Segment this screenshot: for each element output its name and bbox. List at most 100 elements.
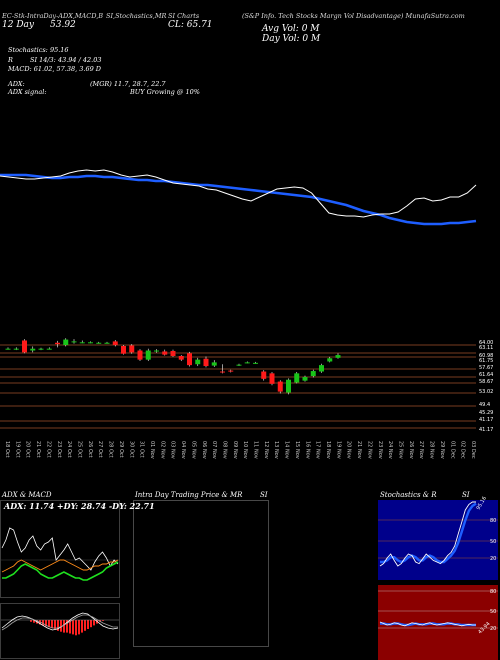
macd-histogram-bar <box>57 620 59 631</box>
x-axis-date-label: 05 Nov <box>190 441 196 459</box>
price-level-label: 49.4 <box>479 402 490 408</box>
x-axis-date-label: 18 Nov <box>325 441 331 459</box>
candle-body <box>178 356 184 360</box>
intraday-panel-frame <box>133 500 269 647</box>
price-level-label: 61.75 <box>479 358 493 364</box>
price-level-label: 61.64 <box>479 372 493 378</box>
stoch-level-label: 50 <box>490 539 496 545</box>
stochastic-k-line <box>379 501 476 567</box>
candle-body <box>195 359 201 365</box>
x-axis-date-label: 28 Nov <box>429 441 435 459</box>
x-axis-date-label: 22 Oct <box>45 441 51 458</box>
header-charts-label: SI Charts <box>168 12 200 20</box>
candle-body <box>79 342 85 344</box>
x-axis-date-label: 26 Nov <box>408 441 414 459</box>
close-value: CL: 65.71 <box>168 20 213 30</box>
candle-body <box>30 348 36 351</box>
candle-body <box>88 342 93 344</box>
r-label: R <box>8 56 13 64</box>
macd-histogram-bar <box>75 620 77 636</box>
macd-signal-line <box>1 614 118 631</box>
macd-histogram-bar <box>87 620 89 629</box>
macd-histogram-bar <box>66 620 68 633</box>
x-axis-date-label: 02 Nov <box>159 441 165 459</box>
macd-histogram-bar <box>33 620 35 623</box>
macd-histogram-bar <box>72 620 74 635</box>
mgr-readout: (MGR) 11.7, 28.7, 22.7 <box>90 80 166 88</box>
candle-body <box>244 362 250 364</box>
avg-volume: Avg Vol: 0 M <box>262 24 320 34</box>
candle-body <box>162 351 168 355</box>
candle-body <box>261 371 267 379</box>
x-axis-date-label: 15 Nov <box>294 441 300 459</box>
x-axis-date-label: 25 Oct <box>76 441 82 458</box>
candle-body <box>71 341 77 343</box>
candle-body <box>228 370 234 372</box>
x-axis-date-label: 31 Oct <box>139 441 145 458</box>
si-readout: SI 14/3: 43.94 / 42.03 <box>30 56 102 64</box>
x-axis-date-label: 03 Dec <box>470 441 476 459</box>
candle-body <box>286 379 291 393</box>
x-axis-date-label: 21 Oct <box>35 441 41 458</box>
price-level-label: 64.00 <box>479 340 493 346</box>
x-axis-date-label: 19 Oct <box>14 441 20 458</box>
macd-line <box>1 612 119 631</box>
macd-histogram-bar <box>84 620 86 631</box>
x-axis-date-label: 17 Nov <box>315 441 321 459</box>
stoch-panel-si: SI <box>462 491 470 499</box>
candle-body <box>319 365 324 372</box>
adx-readout: ADX: 11.74 +DY: 28.74 -DY: 22.71 <box>4 501 155 511</box>
intra-panel-title: Intra Day Trading Price & MR <box>135 491 243 499</box>
price-level-label: 57.67 <box>479 365 493 371</box>
x-axis-date-label: 26 Oct <box>87 441 93 458</box>
adx-signal-label: ADX signal: <box>8 88 47 96</box>
x-axis-date-label: 30 Oct <box>128 441 134 458</box>
stochastic-signal-line <box>380 502 477 564</box>
macd-histogram-bar <box>48 620 50 628</box>
x-axis-date-label: 09 Nov <box>232 441 238 459</box>
x-axis-date-label: 04 Nov <box>180 441 186 459</box>
price-level-label: 53.02 <box>479 389 493 395</box>
x-axis-date-label: 11 Nov <box>253 441 259 459</box>
candle-body <box>327 358 333 362</box>
candle-body <box>5 348 11 350</box>
candle-body <box>236 364 242 366</box>
candle-body <box>46 348 52 350</box>
macd-panel-frame <box>0 603 120 659</box>
candle-body <box>112 341 118 346</box>
x-axis-date-label: 20 Oct <box>25 441 31 458</box>
macd-readout: MACD: 61.02, 57.38, 3.69 D <box>8 65 102 73</box>
x-axis-date-label: 24 Nov <box>387 441 393 459</box>
x-axis-date-label: 02 Dec <box>460 441 466 459</box>
x-axis-date-label: 13 Nov <box>273 441 279 459</box>
candle-body <box>211 362 217 366</box>
x-axis-date-label: 06 Nov <box>201 441 207 459</box>
macd-histogram-bar <box>51 620 53 629</box>
macd-histogram-bar <box>63 620 65 633</box>
header-title: (S&P Info. Tech Stocks Margn Vol Disadva… <box>242 12 465 20</box>
macd-histogram-bar <box>54 620 56 629</box>
stochastics-panel-bg <box>378 500 498 580</box>
stoch-level-label: 80 <box>490 518 496 524</box>
candle-body <box>63 339 69 346</box>
x-axis-date-label: 27 Nov <box>418 441 424 459</box>
stoch-level-label: 20 <box>490 556 496 562</box>
x-axis-date-label: 10 Nov <box>242 441 248 459</box>
candle-body <box>187 353 192 366</box>
x-axis-date-label: 18 Oct <box>4 441 10 458</box>
header-stochastics-label: SI,Stochastics,MR <box>106 12 167 20</box>
x-axis-date-label: 19 Nov <box>335 441 341 459</box>
candle-body <box>170 350 176 356</box>
stoch-panel-title: Stochastics & R <box>380 491 437 499</box>
x-axis-date-label: 29 Oct <box>118 441 124 458</box>
macd-histogram-bar <box>45 620 47 627</box>
candle-body <box>220 371 225 373</box>
price-line <box>0 169 477 218</box>
date-label: 12 Day <box>2 20 34 30</box>
x-axis-date-label: 16 Nov <box>304 441 310 459</box>
candle-body <box>13 348 19 350</box>
adx-panel-title: ADX & MACD <box>2 491 52 499</box>
price-level-label: 41.17 <box>479 427 493 433</box>
